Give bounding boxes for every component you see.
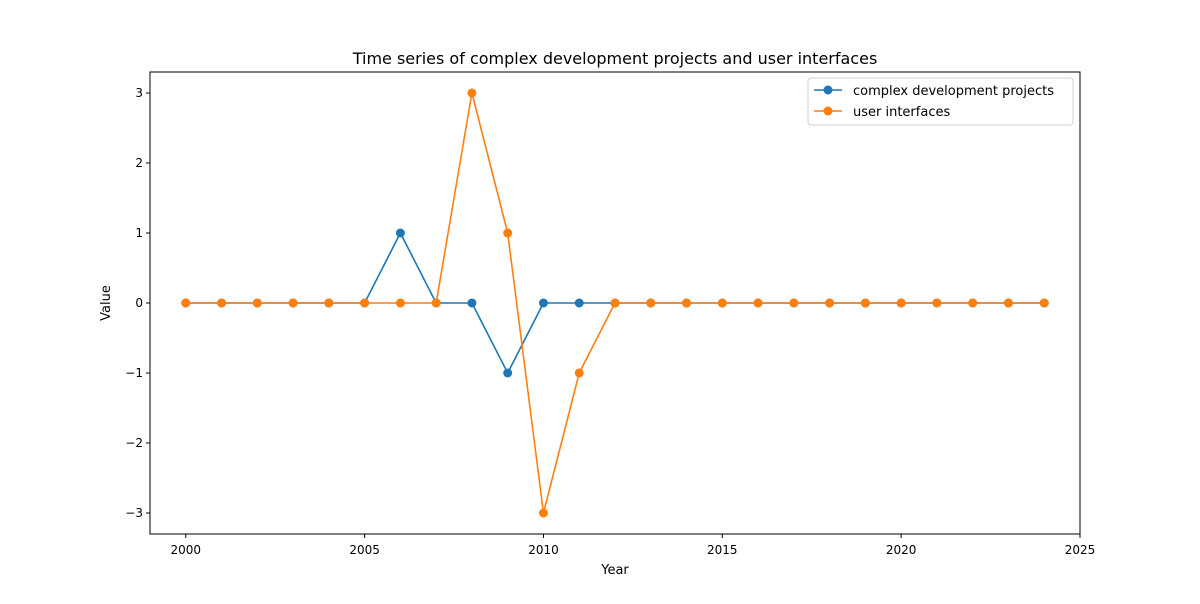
x-tick-label: 2025 xyxy=(1065,543,1096,557)
data-point xyxy=(395,228,405,238)
legend-label: complex development projects xyxy=(853,84,1054,99)
data-point xyxy=(538,298,548,308)
data-point xyxy=(646,298,656,308)
data-point xyxy=(467,88,477,98)
data-point xyxy=(825,298,835,308)
legend-marker xyxy=(823,85,833,95)
y-tick-label: −3 xyxy=(125,506,143,520)
data-point xyxy=(395,298,405,308)
data-point xyxy=(717,298,727,308)
data-point xyxy=(753,298,763,308)
legend-label: user interfaces xyxy=(853,105,950,120)
data-point xyxy=(288,298,298,308)
data-point xyxy=(181,298,191,308)
x-axis-label: Year xyxy=(600,563,629,578)
data-point xyxy=(789,298,799,308)
y-tick-label: −1 xyxy=(125,366,143,380)
data-point xyxy=(360,298,370,308)
data-point xyxy=(503,368,513,378)
x-tick-label: 2015 xyxy=(707,543,738,557)
series-2 xyxy=(181,88,1049,518)
data-point xyxy=(968,298,978,308)
y-tick-label: 3 xyxy=(135,86,143,100)
legend-box xyxy=(807,77,1074,126)
data-point xyxy=(932,298,942,308)
y-axis-label: Value xyxy=(99,285,114,321)
x-tick-label: 2005 xyxy=(349,543,380,557)
x-tick-label: 2010 xyxy=(528,543,559,557)
data-point xyxy=(252,298,262,308)
x-tick-label: 2020 xyxy=(886,543,917,557)
data-point xyxy=(682,298,692,308)
data-point xyxy=(217,298,227,308)
legend: complex development projects user interfa… xyxy=(807,77,1074,126)
y-axis: −3 −2 −1 0 1 2 3 xyxy=(125,86,150,520)
data-point xyxy=(574,298,584,308)
data-point xyxy=(467,298,477,308)
data-point xyxy=(503,228,513,238)
y-tick-label: −2 xyxy=(125,436,143,450)
chart-title: Time series of complex development proje… xyxy=(352,49,878,68)
y-tick-label: 1 xyxy=(135,226,143,240)
legend-marker xyxy=(823,106,833,116)
data-point xyxy=(574,368,584,378)
data-point xyxy=(431,298,441,308)
x-axis: 2000 2005 2010 2015 2020 2025 xyxy=(170,534,1095,557)
series-group xyxy=(181,88,1049,518)
data-point xyxy=(538,508,548,518)
data-point xyxy=(1003,298,1013,308)
data-point xyxy=(860,298,870,308)
y-tick-label: 0 xyxy=(135,296,143,310)
data-point xyxy=(896,298,906,308)
data-point xyxy=(610,298,620,308)
data-point xyxy=(1039,298,1049,308)
y-tick-label: 2 xyxy=(135,156,143,170)
x-tick-label: 2000 xyxy=(170,543,201,557)
data-point xyxy=(324,298,334,308)
